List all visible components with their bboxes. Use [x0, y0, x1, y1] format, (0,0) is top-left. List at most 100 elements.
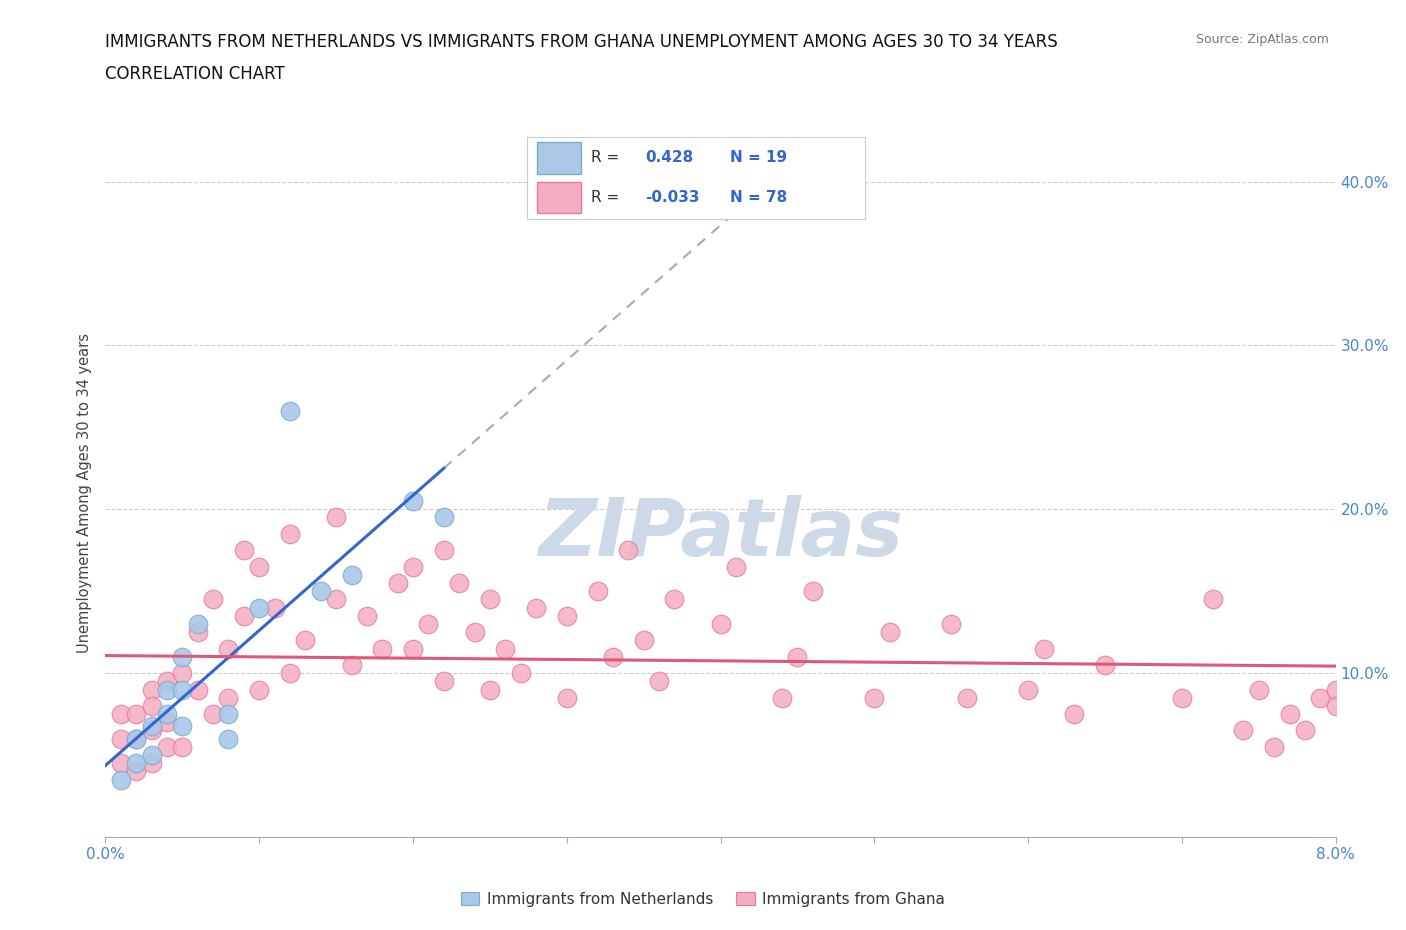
Point [478, 592, 501, 607]
Point [125, 731, 148, 746]
Point [1324, 682, 1347, 697]
Point [710, 617, 733, 631]
Point [340, 658, 363, 672]
Point [325, 510, 347, 525]
Point [218, 731, 240, 746]
Point [325, 592, 347, 607]
Point [602, 649, 624, 664]
Point [1278, 707, 1301, 722]
Text: IMMIGRANTS FROM NETHERLANDS VS IMMIGRANTS FROM GHANA UNEMPLOYMENT AMONG AGES 30 : IMMIGRANTS FROM NETHERLANDS VS IMMIGRANT… [105, 33, 1059, 50]
Point [141, 682, 163, 697]
Point [786, 649, 808, 664]
Point [524, 600, 547, 615]
Text: ZIPatlas: ZIPatlas [538, 495, 903, 573]
Point [586, 584, 609, 599]
Point [218, 707, 240, 722]
Point [555, 608, 578, 623]
Point [418, 617, 440, 631]
Point [387, 576, 409, 591]
Point [247, 600, 270, 615]
Text: CORRELATION CHART: CORRELATION CHART [105, 65, 285, 83]
Point [555, 690, 578, 705]
Text: 0.428: 0.428 [645, 151, 693, 166]
Point [724, 559, 747, 574]
Point [1324, 698, 1347, 713]
Point [433, 674, 456, 689]
Point [801, 584, 824, 599]
Bar [537, 142, 581, 174]
Point [1247, 682, 1270, 697]
Point [247, 682, 270, 697]
Bar [537, 181, 581, 213]
Text: N = 19: N = 19 [730, 151, 787, 166]
Point [156, 739, 179, 754]
Point [770, 690, 793, 705]
Point [449, 576, 471, 591]
Point [879, 625, 901, 640]
Point [664, 592, 686, 607]
Point [141, 698, 163, 713]
Point [863, 690, 886, 705]
Point [110, 772, 132, 787]
Text: N = 78: N = 78 [730, 190, 787, 205]
Point [1063, 707, 1085, 722]
Point [172, 718, 194, 733]
Point [1171, 690, 1194, 705]
Point [402, 559, 425, 574]
Point [356, 608, 378, 623]
Point [156, 674, 179, 689]
Point [633, 633, 655, 648]
Point [110, 756, 132, 771]
Point [172, 682, 194, 697]
Point [218, 641, 240, 656]
Point [110, 707, 132, 722]
Point [187, 682, 209, 697]
Point [263, 600, 285, 615]
Point [278, 666, 301, 681]
Point [402, 494, 425, 509]
Point [509, 666, 531, 681]
Point [247, 559, 270, 574]
Point [1094, 658, 1116, 672]
Point [294, 633, 316, 648]
Point [464, 625, 486, 640]
Point [156, 715, 179, 730]
Point [340, 567, 363, 582]
Point [1201, 592, 1223, 607]
Point [478, 682, 501, 697]
Text: R =: R = [592, 190, 624, 205]
Point [278, 404, 301, 418]
Point [309, 584, 332, 599]
Point [956, 690, 979, 705]
Point [1263, 739, 1285, 754]
Point [125, 707, 148, 722]
Point [941, 617, 963, 631]
Point [141, 723, 163, 737]
Point [202, 707, 225, 722]
Text: Source: ZipAtlas.com: Source: ZipAtlas.com [1195, 33, 1329, 46]
Point [141, 756, 163, 771]
Text: -0.033: -0.033 [645, 190, 700, 205]
Text: R =: R = [592, 151, 624, 166]
Point [433, 510, 456, 525]
Point [187, 617, 209, 631]
Point [402, 641, 425, 656]
Point [125, 756, 148, 771]
Point [218, 690, 240, 705]
Point [125, 731, 148, 746]
Y-axis label: Unemployment Among Ages 30 to 34 years: Unemployment Among Ages 30 to 34 years [77, 333, 93, 653]
Point [172, 666, 194, 681]
Point [172, 739, 194, 754]
Point [648, 674, 671, 689]
Point [156, 707, 179, 722]
Point [494, 641, 516, 656]
Point [232, 608, 254, 623]
Point [1309, 690, 1331, 705]
Point [1232, 723, 1254, 737]
Point [433, 543, 456, 558]
Point [141, 748, 163, 763]
Point [232, 543, 254, 558]
Legend: Immigrants from Netherlands, Immigrants from Ghana: Immigrants from Netherlands, Immigrants … [454, 886, 952, 913]
Point [1017, 682, 1039, 697]
Point [278, 526, 301, 541]
